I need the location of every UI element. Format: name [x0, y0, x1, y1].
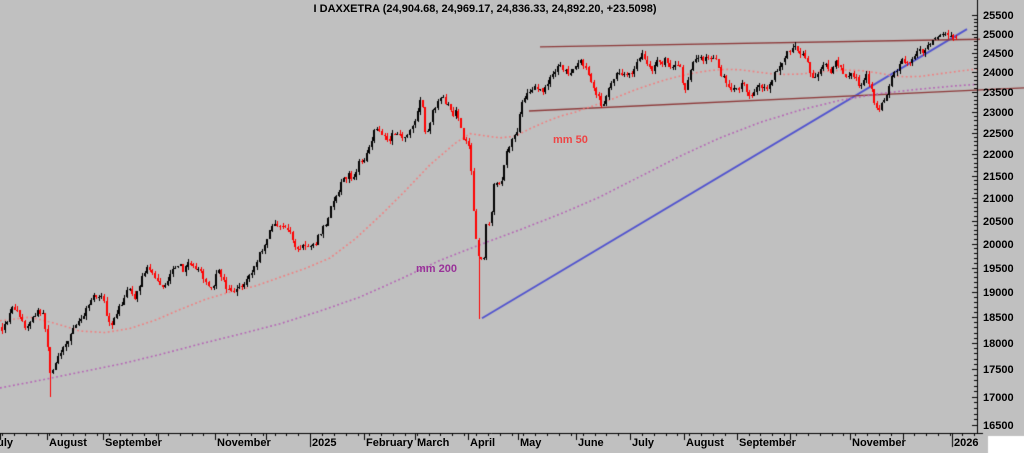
- y-axis-tick-label: 22500: [983, 127, 1014, 140]
- x-axis-month-label: September: [105, 437, 162, 449]
- x-axis-month-label: April: [470, 437, 496, 449]
- y-axis-tick-label: 21500: [983, 170, 1014, 183]
- y-axis-tick-label: 16500: [983, 419, 1014, 432]
- ma50-label: mm 50: [553, 134, 588, 146]
- y-axis-tick-label: 23000: [983, 106, 1014, 119]
- y-axis-tick-label: 19500: [983, 262, 1014, 275]
- y-axis-tick-label: 22000: [983, 148, 1014, 161]
- x-axis-month-label: June: [578, 437, 604, 449]
- y-axis-tick-label: 21000: [983, 192, 1014, 205]
- y-axis-tick-label: 17000: [983, 391, 1014, 404]
- x-axis-month-label: August: [49, 437, 87, 449]
- x-axis-month-label: 2025: [312, 437, 337, 449]
- y-axis-tick-label: 20500: [983, 215, 1014, 228]
- x-axis-month-label: August: [686, 437, 724, 449]
- x-axis-month-label: November: [852, 437, 906, 449]
- y-axis-tick-label: 17500: [983, 363, 1014, 376]
- x-axis-month-label: November: [217, 437, 271, 449]
- x-axis-month-label: March: [417, 437, 450, 449]
- y-axis-tick-label: 24000: [983, 66, 1014, 79]
- y-axis-tick-label: 19000: [983, 286, 1014, 299]
- y-axis-tick-label: 23500: [983, 86, 1014, 99]
- y-axis-tick-label: 25000: [983, 28, 1014, 41]
- x-axis-month-label: September: [739, 437, 796, 449]
- chart-title: I DAXXETRA (24,904.68, 24,969.17, 24,836…: [313, 3, 657, 15]
- y-axis-tick-label: 24500: [983, 47, 1014, 60]
- y-axis-tick-label: 18000: [983, 337, 1014, 350]
- x-axis-month-label: February: [366, 437, 414, 449]
- x-axis-month-label: May: [520, 437, 542, 449]
- y-axis-tick-label: 25500: [983, 9, 1014, 22]
- y-axis-tick-label: 20000: [983, 238, 1014, 251]
- x-axis-month-label: 2026: [954, 437, 979, 449]
- ma200-label: mm 200: [416, 263, 457, 275]
- x-axis-month-label: July: [0, 437, 14, 449]
- y-axis-tick-label: 18500: [983, 311, 1014, 324]
- x-axis-month-label: July: [632, 437, 655, 449]
